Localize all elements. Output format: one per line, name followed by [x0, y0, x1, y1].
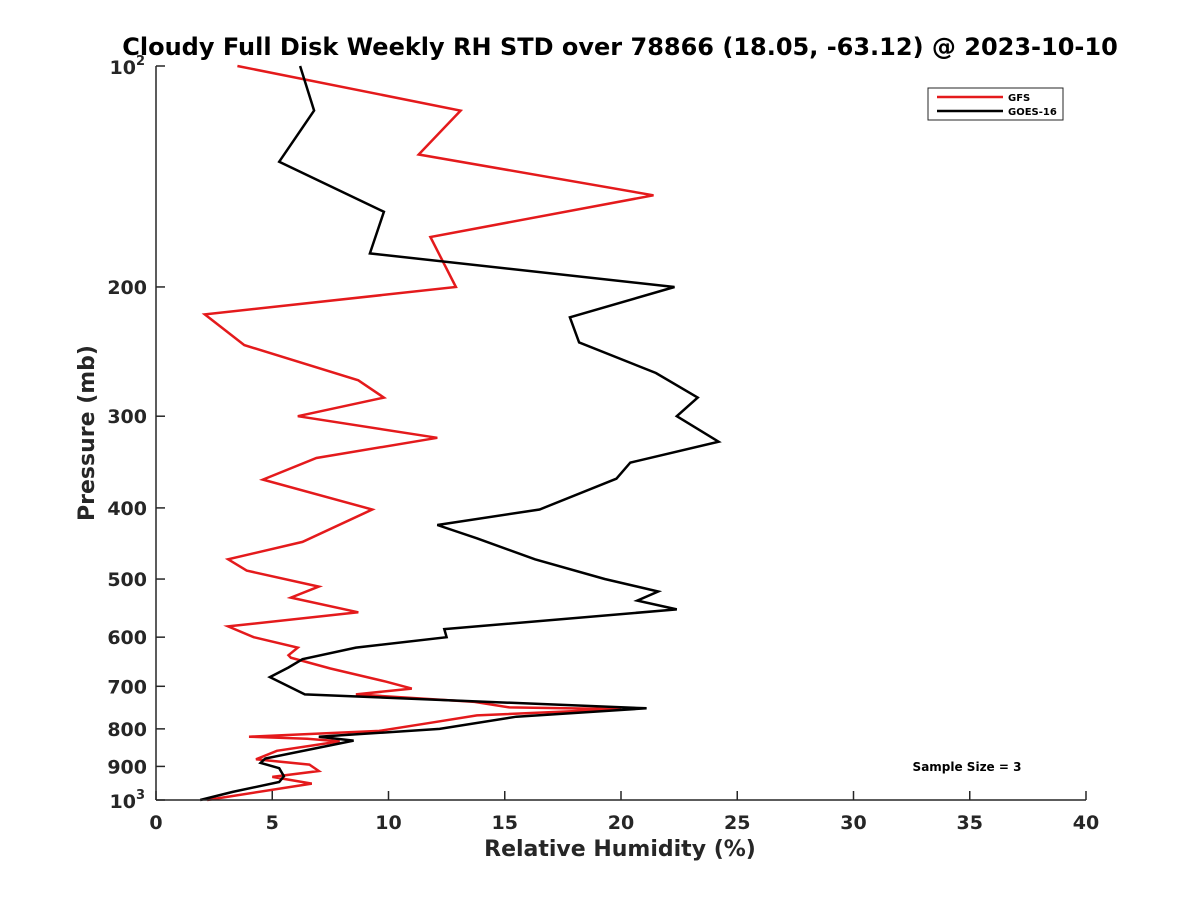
series-layer [199, 64, 722, 802]
x-tick-label: 25 [724, 812, 750, 834]
y-tick-label: 600 [107, 627, 147, 649]
x-tick-label: 40 [1073, 812, 1099, 834]
y-axis-label: Pressure (mb) [75, 345, 100, 521]
y-tick-exponent: 2 [136, 54, 145, 69]
x-tick-label: 10 [375, 812, 401, 834]
y-tick-label: 900 [107, 756, 147, 778]
y-tick-label: 400 [107, 498, 147, 520]
legend-label-gfs: GFS [1008, 93, 1030, 104]
y-tick-exponent: 3 [136, 788, 145, 803]
y-tick-label: 10 [110, 57, 136, 79]
chart-legend: GFS GOES-16 [927, 87, 1064, 121]
series-line-gfs [201, 64, 654, 802]
y-tick-label: 10 [110, 791, 136, 813]
series-line-goes-16 [199, 65, 722, 802]
x-tick-label: 30 [840, 812, 866, 834]
x-tick-label: 20 [608, 812, 634, 834]
axis-layer [155, 65, 1087, 801]
x-tick-label: 35 [957, 812, 983, 834]
x-tick-labels: 0 5 10 15 20 25 30 35 40 [149, 812, 1099, 834]
y-tick-label: 200 [107, 277, 147, 299]
legend-box [927, 87, 1064, 121]
sample-size-annotation: Sample Size = 3 [913, 760, 1022, 774]
chart-title: Cloudy Full Disk Weekly RH STD over 7886… [122, 33, 1118, 61]
y-tick-label: 300 [107, 406, 147, 428]
x-tick-label: 5 [266, 812, 279, 834]
x-axis-label: Relative Humidity (%) [484, 837, 756, 862]
x-tick-label: 15 [492, 812, 518, 834]
y-tick-label: 800 [107, 719, 147, 741]
x-tick-label: 0 [149, 812, 162, 834]
y-tick-label: 700 [107, 676, 147, 698]
legend-label-goes16: GOES-16 [1008, 107, 1057, 118]
y-tick-label: 500 [107, 569, 147, 591]
